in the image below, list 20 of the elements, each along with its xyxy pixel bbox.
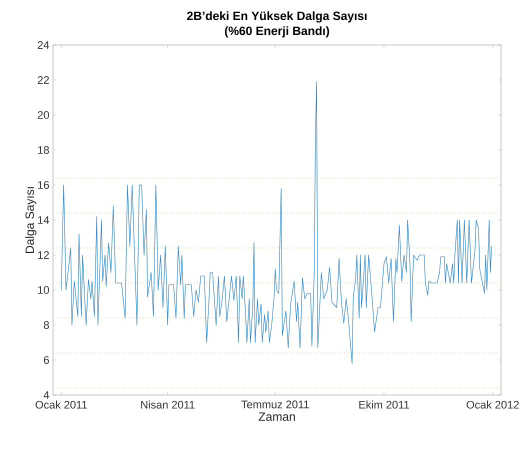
y-tick-label: 20 xyxy=(38,111,50,119)
x-tick-label: Nisan 2011 xyxy=(141,400,195,409)
y-tick-label: 18 xyxy=(38,146,49,154)
y-tick-label: 14 xyxy=(38,216,50,224)
y-axis-title: Dalga Sayısı xyxy=(25,187,36,254)
x-tick-label: Temmuz 2011 xyxy=(241,400,309,408)
y-tick-label: 10 xyxy=(38,286,50,294)
y-tick-label: 16 xyxy=(38,181,49,189)
chart-subtitle: (%60 Enerji Bandı) xyxy=(224,26,330,38)
y-tick-label: 6 xyxy=(44,356,49,364)
y-tick-label: 22 xyxy=(38,76,49,84)
y-tick-label: 4 xyxy=(44,391,50,399)
y-tick-label: 12 xyxy=(38,251,49,259)
y-tick-label: 24 xyxy=(38,41,50,49)
x-tick-label: Ekim 2011 xyxy=(359,400,410,409)
x-tick-label: Ocak 2011 xyxy=(36,400,87,409)
chart-title: 2B’deki En Yüksek Dalga Sayısı xyxy=(187,11,367,23)
x-tick-label: Ocak 2012 xyxy=(466,400,519,409)
y-tick-label: 8 xyxy=(44,321,49,329)
x-axis-title: Zaman xyxy=(258,412,295,421)
